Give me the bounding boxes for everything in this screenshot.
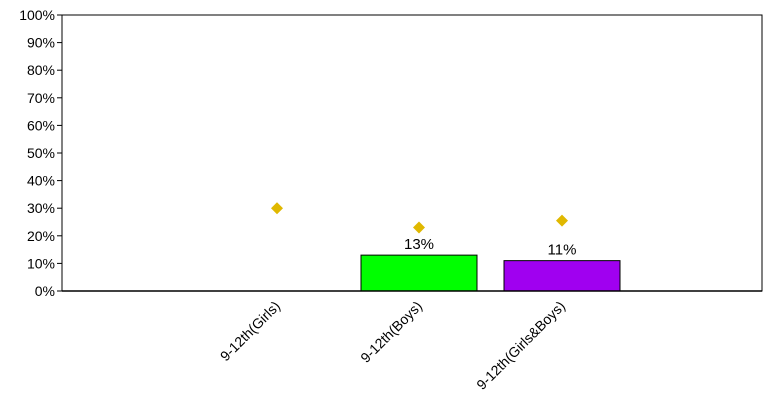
marker-diamond <box>556 214 568 227</box>
y-tick-label: 70% <box>27 90 55 106</box>
x-tick-label: 9-12th(Boys) <box>357 298 425 366</box>
x-axis: 9-12th(Girls) 9-12th(Boys) 9-12th(Girls&Bo… <box>217 298 568 393</box>
y-tick-label: 80% <box>27 62 55 78</box>
marker-diamond <box>413 221 425 234</box>
y-tick-label: 30% <box>27 200 55 216</box>
plot-area <box>61 14 763 292</box>
y-tick-label: 10% <box>27 255 55 271</box>
bar <box>360 254 478 292</box>
bar <box>503 260 621 292</box>
x-tick-label: 9-12th(Girls) <box>217 298 283 364</box>
bars <box>360 254 621 292</box>
y-tick-label: 0% <box>35 283 55 299</box>
data-label: 13% <box>404 236 434 253</box>
y-axis: 0% 10% 20% 30% 40% 50% 60% 70% 80% 90% 100% <box>19 7 62 299</box>
y-tick-label: 100% <box>19 7 55 23</box>
data-labels: 13% 11% <box>404 236 576 259</box>
data-label: 11% <box>548 242 577 259</box>
marker-diamond <box>271 202 283 215</box>
y-tick-label: 40% <box>27 173 55 189</box>
y-tick-label: 60% <box>27 117 55 133</box>
markers <box>271 202 568 234</box>
x-tick-label: 9-12th(Girls&Boys) <box>473 298 568 393</box>
y-tick-label: 50% <box>27 145 55 161</box>
y-tick-label: 20% <box>27 228 55 244</box>
y-tick-label: 90% <box>27 35 55 51</box>
